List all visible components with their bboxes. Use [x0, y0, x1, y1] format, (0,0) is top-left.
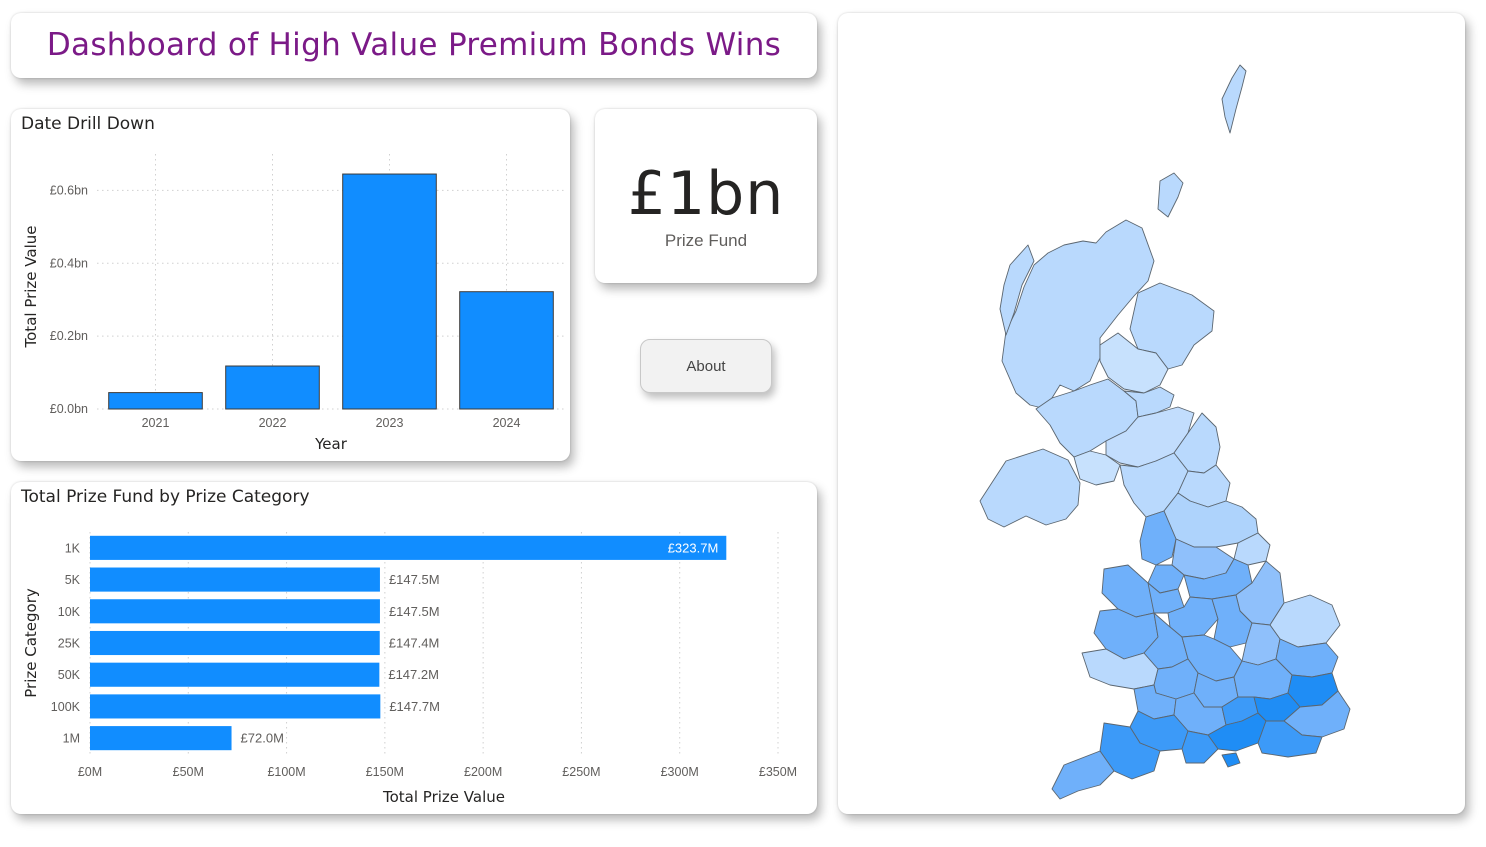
y-tick-label: 1K: [65, 541, 81, 555]
y-tick-label: 100K: [51, 700, 81, 714]
bar-1K: [90, 535, 727, 560]
tayside-region: [1099, 332, 1169, 394]
bar-value-label: £323.7M: [668, 540, 719, 555]
bar-2022: [225, 365, 320, 410]
bar-value-label: £147.5M: [389, 604, 440, 619]
prize-chart-title: Total Prize Fund by Prize Category: [21, 487, 310, 507]
date-chart-title: Date Drill Down: [21, 114, 155, 134]
bar-2021: [108, 392, 203, 410]
y-tick-label: £0.2bn: [50, 329, 88, 343]
x-tick-label: £0M: [78, 765, 102, 779]
kpi-label: Prize Fund: [664, 231, 748, 250]
bar-2023: [342, 173, 437, 410]
bar-50K: [90, 662, 380, 687]
prize-fund-kpi-card: £1bn Prize Fund: [595, 109, 817, 283]
dorset-region: [1181, 730, 1219, 764]
x-tick-label: £350M: [759, 765, 797, 779]
x-tick-label: 2023: [376, 416, 404, 430]
kpi-value: £1bn: [627, 159, 785, 229]
highlands-region: [1001, 219, 1155, 409]
bar-value-label: £147.5M: [389, 572, 440, 587]
grampian-region: [1129, 282, 1215, 370]
bar-value-label: £147.2M: [388, 667, 439, 682]
x-tick-label: 2022: [259, 416, 287, 430]
y-tick-label: £0.4bn: [50, 256, 88, 270]
bar-value-label: £147.7M: [389, 699, 440, 714]
y-tick-label: 50K: [58, 668, 81, 682]
uk-region-map[interactable]: [838, 13, 1465, 814]
x-tick-label: £150M: [366, 765, 404, 779]
date-drill-down-chart[interactable]: £0.0bn £0.2bn £0.4bn £0.6bn 2021 2022 2023 2024…: [11, 109, 570, 461]
x-axis-title: Total Prize Value: [382, 788, 505, 806]
x-tick-label: £100M: [267, 765, 305, 779]
bar-25K: [90, 630, 380, 656]
x-tick-label: 2024: [493, 416, 521, 430]
bar-1M: [90, 726, 232, 751]
lothian-region: [1123, 386, 1175, 418]
x-tick-label: £50M: [173, 765, 204, 779]
orkney-region: [1157, 172, 1184, 218]
x-tick-label: £200M: [464, 765, 502, 779]
prize-category-card[interactable]: Total Prize Fund by Prize Category £0M £5…: [11, 482, 817, 814]
northern-ireland-region: [979, 448, 1081, 528]
y-tick-label: 10K: [58, 605, 81, 619]
x-tick-label: £250M: [562, 765, 600, 779]
x-tick-label: £300M: [661, 765, 699, 779]
dumfries-region: [1073, 450, 1121, 486]
y-axis-title: Total Prize Value: [22, 226, 40, 349]
shetland-region: [1221, 64, 1247, 134]
bar-2024: [459, 291, 554, 410]
y-tick-label: £0.0bn: [50, 402, 88, 416]
prize-category-chart[interactable]: £0M £50M £100M £150M £200M £250M £300M £350M 1K £…: [11, 482, 817, 814]
x-tick-label: 2021: [142, 416, 170, 430]
bar-10K: [90, 599, 380, 624]
x-axis-title: Year: [314, 435, 348, 453]
y-tick-label: 1M: [63, 732, 80, 746]
y-tick-label: 5K: [65, 573, 81, 587]
about-button[interactable]: About: [640, 339, 772, 393]
bar-5K: [90, 567, 380, 592]
lancashire-region: [1139, 510, 1177, 566]
date-drill-down-card[interactable]: Date Drill Down £0.0bn £0.2bn £0.4bn £0.6bn…: [11, 109, 570, 461]
y-axis-title: Prize Category: [22, 588, 40, 698]
sussex-region: [1257, 720, 1323, 758]
title-card: Dashboard of High Value Premium Bonds Wi…: [11, 13, 817, 78]
y-tick-label: 25K: [58, 637, 81, 651]
western-isles-region: [999, 244, 1035, 336]
page-title: Dashboard of High Value Premium Bonds Wi…: [46, 27, 782, 63]
bar-value-label: £147.4M: [389, 636, 440, 651]
cornwall-region: [1051, 750, 1115, 800]
uk-map-card[interactable]: [838, 13, 1465, 814]
isle-of-wight-region: [1221, 752, 1241, 768]
bar-100K: [90, 694, 381, 719]
bar-value-label: £72.0M: [241, 731, 284, 746]
y-tick-label: £0.6bn: [50, 183, 88, 197]
